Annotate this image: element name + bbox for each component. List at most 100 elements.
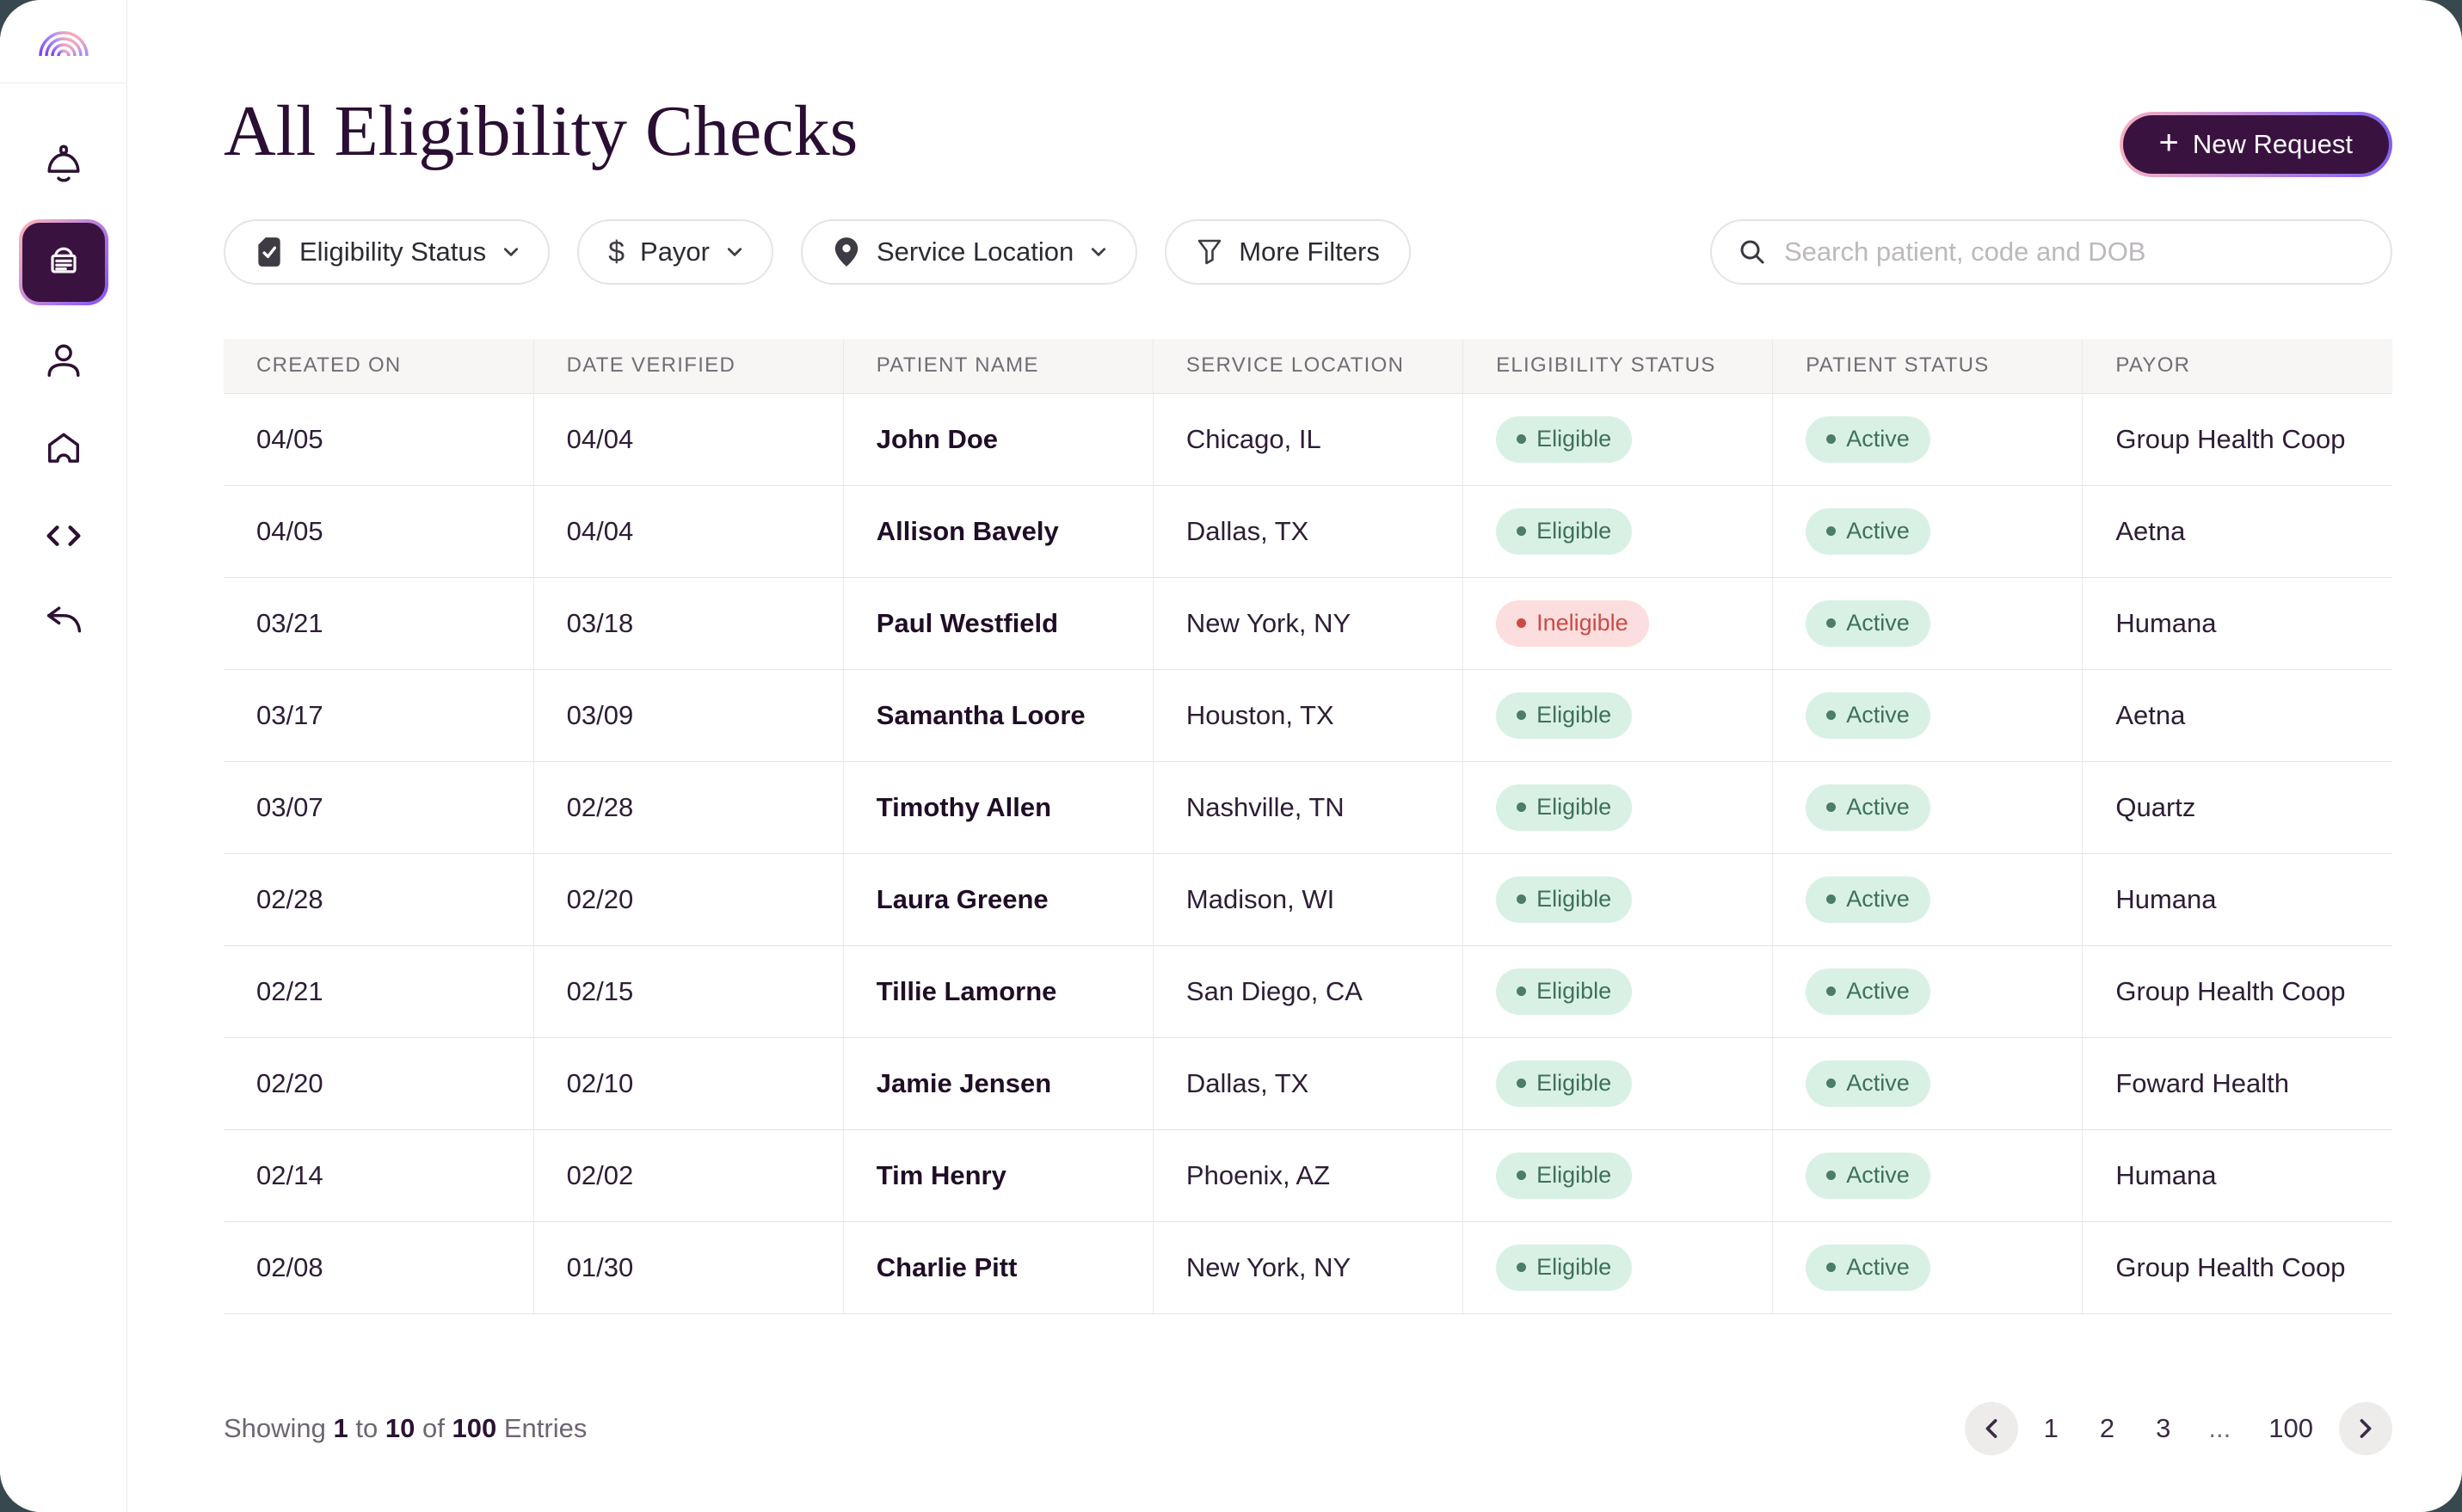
dollar-icon: $	[608, 235, 625, 268]
cell-eligibility-status: Eligible	[1462, 945, 1773, 1038]
status-dot-icon	[1517, 1079, 1527, 1088]
sidebar-nav	[19, 132, 108, 656]
rainbow-logo-icon	[38, 31, 89, 57]
cell-patient-status: Active	[1772, 853, 2083, 946]
cell-service-location: Nashville, TN	[1152, 761, 1463, 854]
prev-page-button[interactable]	[1964, 1402, 2018, 1455]
table-row[interactable]: 03/07 02/28 Timothy Allen Nashville, TN …	[224, 761, 2392, 854]
sidebar-item-home[interactable]	[19, 415, 108, 481]
cell-eligibility-status: Eligible	[1462, 1221, 1773, 1314]
eligibility-badge: Eligible	[1496, 1060, 1633, 1107]
table-row[interactable]: 02/08 01/30 Charlie Pitt New York, NY El…	[224, 1221, 2392, 1314]
status-dot-icon	[1517, 802, 1527, 812]
sidebar-item-patients[interactable]	[19, 328, 108, 393]
status-dot-icon	[1826, 894, 1837, 904]
table-row[interactable]: 02/20 02/10 Jamie Jensen Dallas, TX Elig…	[224, 1037, 2392, 1130]
patient-status-badge: Active	[1806, 968, 1930, 1015]
next-page-button[interactable]	[2339, 1402, 2392, 1455]
main-content: All Eligibility Checks + New Request Eli…	[127, 0, 2462, 1512]
table-row[interactable]: 04/05 04/04 John Doe Chicago, IL Eligibl…	[224, 393, 2392, 486]
search-input[interactable]	[1784, 237, 2365, 267]
patient-status-badge: Active	[1806, 415, 1930, 463]
status-dot-icon	[1826, 434, 1837, 444]
home-icon	[47, 433, 79, 463]
eligibility-table: CREATED ON DATE VERIFIED PATIENT NAME SE…	[224, 339, 2392, 1314]
cell-date-verified: 04/04	[532, 485, 844, 578]
chevron-down-icon	[503, 248, 519, 256]
col-eligibility-status: ELIGIBILITY STATUS	[1462, 339, 1773, 394]
chevron-left-icon	[1985, 1419, 1997, 1438]
cell-created-on: 02/14	[224, 1129, 534, 1222]
table-row[interactable]: 02/21 02/15 Tillie Lamorne San Diego, CA…	[224, 945, 2392, 1038]
status-dot-icon	[1517, 986, 1527, 996]
table-row[interactable]: 03/17 03/09 Samantha Loore Houston, TX E…	[224, 669, 2392, 762]
eligibility-badge: Ineligible	[1496, 599, 1649, 647]
table-row[interactable]: 03/21 03/18 Paul Westfield New York, NY …	[224, 577, 2392, 670]
filter-bar: Eligibility Status $ Payor Service Locat…	[224, 219, 1411, 285]
filter-eligibility-status[interactable]: Eligibility Status	[224, 219, 551, 285]
status-dot-icon	[1826, 710, 1837, 720]
sidebar-item-notifications[interactable]	[19, 132, 108, 197]
cell-payor: Aetna	[2082, 669, 2392, 762]
cell-patient-name: Samantha Loore	[842, 669, 1154, 762]
cell-patient-status: Active	[1772, 945, 2083, 1038]
cell-patient-status: Active	[1772, 1037, 2083, 1130]
status-dot-icon	[1826, 1263, 1837, 1272]
cell-service-location: New York, NY	[1152, 577, 1463, 670]
cell-created-on: 02/08	[224, 1221, 534, 1314]
page-button-1[interactable]: 1	[2028, 1413, 2074, 1444]
cell-date-verified: 02/20	[532, 853, 844, 946]
sidebar-item-back[interactable]	[19, 591, 108, 656]
cell-patient-name: Laura Greene	[842, 853, 1154, 946]
table-row[interactable]: 02/14 02/02 Tim Henry Phoenix, AZ Eligib…	[224, 1129, 2392, 1222]
chevron-down-icon	[1092, 248, 1106, 256]
cell-patient-status: Active	[1772, 485, 2083, 578]
cell-patient-name: Jamie Jensen	[842, 1037, 1154, 1130]
plus-icon: +	[2158, 124, 2179, 162]
chevron-down-icon	[727, 248, 742, 256]
cell-eligibility-status: Eligible	[1462, 669, 1773, 762]
cell-eligibility-status: Eligible	[1462, 1037, 1773, 1130]
status-dot-icon	[1517, 434, 1527, 444]
cell-service-location: Chicago, IL	[1152, 393, 1463, 486]
cell-payor: Humana	[2082, 577, 2392, 670]
patient-status-badge: Active	[1806, 691, 1930, 739]
pagination-bar: Showing 1 to 10 of 100 Entries 1 2 3 ...	[224, 1402, 2392, 1455]
cell-patient-status: Active	[1772, 1221, 2083, 1314]
filter-payor[interactable]: $ Payor	[577, 219, 773, 285]
cell-patient-name: John Doe	[842, 393, 1154, 486]
filter-more-filters[interactable]: More Filters	[1165, 219, 1411, 285]
cell-payor: Foward Health	[2082, 1037, 2392, 1130]
new-request-button[interactable]: + New Request	[2120, 112, 2392, 177]
sidebar-item-eligibility-checks[interactable]	[19, 219, 108, 305]
cell-patient-status: Active	[1772, 761, 2083, 854]
cell-date-verified: 02/15	[532, 945, 844, 1038]
results-summary: Showing 1 to 10 of 100 Entries	[224, 1413, 588, 1443]
filter-service-location[interactable]: Service Location	[801, 219, 1138, 285]
eligibility-badge: Eligible	[1496, 1152, 1633, 1199]
status-dot-icon	[1826, 1079, 1837, 1088]
eligibility-badge: Eligible	[1496, 415, 1633, 463]
patient-status-badge: Active	[1806, 784, 1930, 831]
sidebar-item-developer[interactable]	[19, 503, 108, 569]
cell-payor: Humana	[2082, 1129, 2392, 1222]
col-created-on: CREATED ON	[224, 339, 534, 394]
page-button-100[interactable]: 100	[2253, 1413, 2329, 1444]
page-button-3[interactable]: 3	[2140, 1413, 2186, 1444]
patient-status-badge: Active	[1806, 876, 1930, 923]
cell-created-on: 02/28	[224, 853, 534, 946]
cell-patient-status: Active	[1772, 669, 2083, 762]
status-dot-icon	[1826, 802, 1837, 812]
table-row[interactable]: 04/05 04/04 Allison Bavely Dallas, TX El…	[224, 485, 2392, 578]
back-arrow-icon	[46, 606, 81, 633]
eligibility-card-icon	[50, 247, 77, 274]
table-row[interactable]: 02/28 02/20 Laura Greene Madison, WI Eli…	[224, 853, 2392, 946]
cell-patient-name: Paul Westfield	[842, 577, 1154, 670]
col-patient-status: PATIENT STATUS	[1772, 339, 2083, 394]
app-logo[interactable]	[0, 0, 126, 83]
page-button-2[interactable]: 2	[2084, 1413, 2130, 1444]
page-title: All Eligibility Checks	[224, 91, 859, 171]
cell-date-verified: 02/28	[532, 761, 844, 854]
table-header-row: CREATED ON DATE VERIFIED PATIENT NAME SE…	[224, 339, 2392, 394]
cell-payor: Aetna	[2082, 485, 2392, 578]
